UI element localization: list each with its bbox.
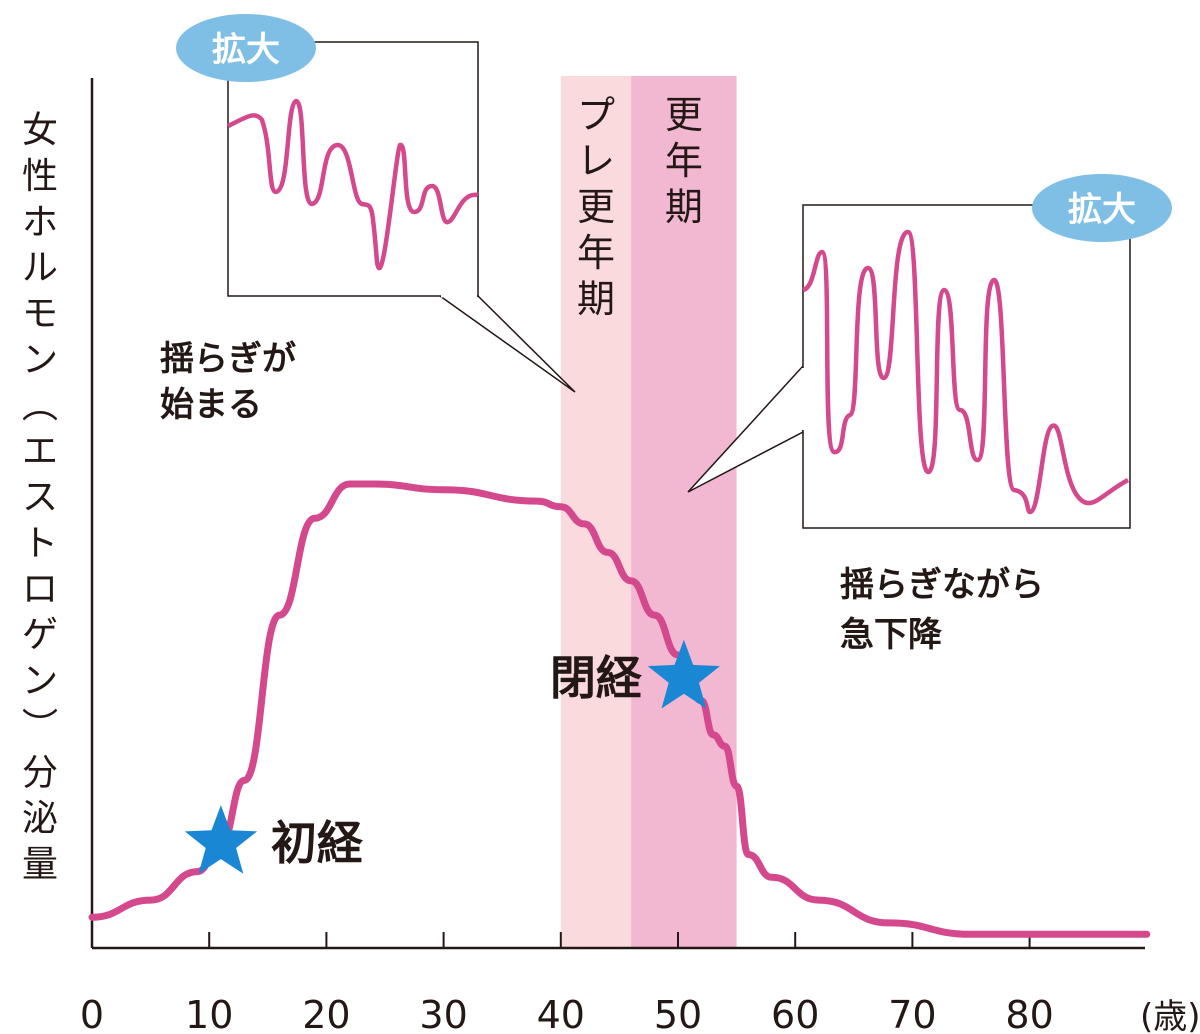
y-label-char: ト [22,523,58,564]
y-label-char: 量 [22,844,58,885]
marker-star-2 [647,639,720,709]
y-label-char: ︶ [22,706,58,747]
x-tick-label: 80 [1005,993,1053,1034]
x-tick-label: 20 [302,993,350,1034]
band-2 [631,76,737,948]
y-label-char: エ [22,431,58,472]
x-tick-label: 10 [185,993,233,1034]
annotation-1-line-2: 始まる [160,385,262,425]
band-2-label-char: 年 [665,139,703,183]
y-label-char: ン [22,339,58,380]
zoom-inset-2-badge-label: 拡大 [1068,190,1136,230]
y-label-char: モ [22,294,58,335]
x-tick-label: 50 [654,993,702,1034]
band-1-label-char: 更 [577,185,615,229]
band-1-label-char: プ [577,93,615,137]
annotation-1-line-1: 揺らぎが [160,339,296,379]
y-label-char: ル [22,248,58,289]
y-label-char: ン [22,661,58,702]
y-label-char: 女 [22,110,58,151]
x-tick-label: 0 [80,993,104,1034]
band-1-label-char: 年 [577,231,615,275]
zoom-inset-1-badge-label: 拡大 [212,30,280,70]
x-tick-label: 30 [419,993,467,1034]
marker-star-1 [184,805,258,874]
y-label-char: ︵ [22,385,58,426]
y-label-char: ホ [22,202,58,243]
zoom-inset-2-badge [1032,174,1172,242]
band-2-label-char: 期 [665,185,703,229]
zoom-inset-1-badge [176,14,316,82]
zoom-inset-2-wave [801,229,1130,515]
x-tick-label: 60 [771,993,819,1034]
y-label-char: ス [22,477,58,518]
y-label-char: 分 [22,752,58,793]
marker-label-1: 初経 [271,816,364,870]
y-label-char: ゲ [22,615,58,656]
y-label-char: 性 [22,156,58,197]
y-label-char: 泌 [22,798,58,839]
zoom-inset-2-box [802,204,1131,529]
marker-label-2: 閉経 [550,651,643,705]
annotation-2-line-1: 揺らぎながら [840,565,1044,605]
zoom-inset-2: 拡大 [687,174,1172,529]
x-unit-label: (歳) [1140,997,1200,1034]
zoom-inset-1: 拡大 [176,14,576,393]
estrogen-series-line [88,480,1151,938]
zoom-inset-1-pointer [437,295,576,393]
markers-layer: 初経 閉経 [184,639,720,874]
band-1-label-char: レ [577,139,615,183]
annotation-2-line-2: 急下降 [840,615,943,655]
band-2-label-char: 更 [665,93,703,137]
x-tick-label: 40 [537,993,585,1034]
x-tick-label: 70 [888,993,936,1034]
zoom-inset-1-wave [227,98,479,270]
annotation-2: 揺らぎながら 急下降 [840,565,1044,655]
x-ticks-layer: 0 10 20 30 40 50 60 70 80 [80,932,1054,1034]
y-label-char: ロ [22,569,58,610]
annotation-1: 揺らぎが 始まる [160,339,296,425]
band-1-label-char: 期 [577,277,615,321]
bands-layer [560,76,737,948]
